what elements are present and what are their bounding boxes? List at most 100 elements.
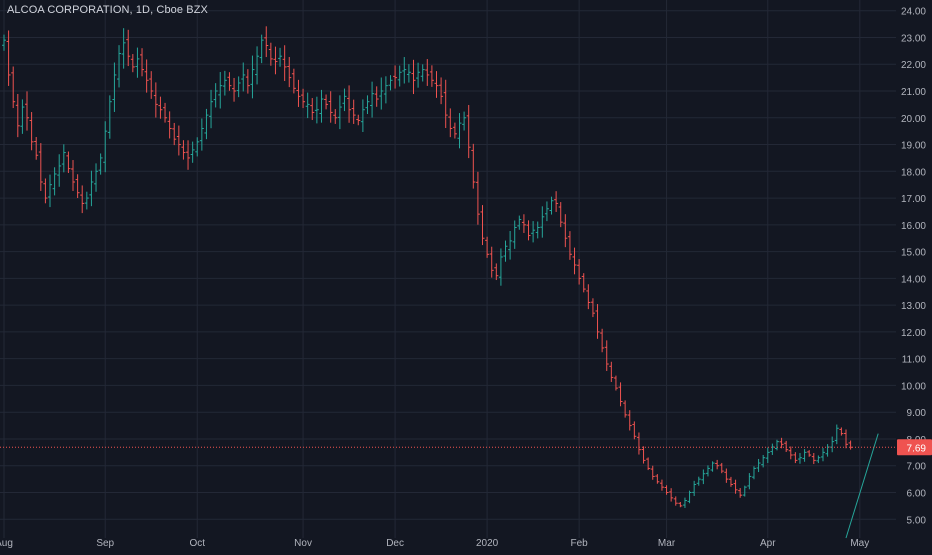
ohlc-bar <box>503 240 508 262</box>
ohlc-bar <box>11 66 16 109</box>
trendline-drawing[interactable] <box>845 433 879 539</box>
ohlc-bar <box>227 72 232 91</box>
y-tick-label: 22.00 <box>901 60 926 71</box>
ohlc-bar <box>669 488 674 502</box>
ohlc-bar <box>485 236 490 258</box>
y-tick-label: 7.00 <box>907 462 927 473</box>
ohlc-bar <box>149 71 154 99</box>
ohlc-bar <box>158 96 163 119</box>
ohlc-bar <box>57 154 62 187</box>
ohlc-bar <box>374 86 379 107</box>
x-tick-label: Sep <box>96 538 114 549</box>
ohlc-bar <box>84 191 89 210</box>
y-tick-label: 20.00 <box>901 114 926 125</box>
ohlc-bar <box>296 79 301 107</box>
ohlc-bar <box>549 196 554 215</box>
ohlc-bar <box>581 273 586 293</box>
ohlc-bar <box>291 68 296 94</box>
ohlc-bar <box>531 221 536 243</box>
ohlc-bar <box>448 108 453 138</box>
ohlc-bar <box>222 70 227 96</box>
ohlc-bar <box>360 99 365 133</box>
ohlc-bar <box>135 47 140 78</box>
ohlc-bar <box>255 46 260 85</box>
y-tick-label: 17.00 <box>901 194 926 205</box>
y-tick-label: 12.00 <box>901 328 926 339</box>
ohlc-bar <box>728 476 733 487</box>
ohlc-bar <box>590 298 595 318</box>
ohlc-bar <box>820 448 825 462</box>
ohlc-bar <box>604 340 609 371</box>
x-tick-label: Oct <box>189 538 205 549</box>
ohlc-bar <box>655 474 660 484</box>
y-tick-label: 9.00 <box>907 408 927 419</box>
ohlc-bar <box>724 468 729 483</box>
ohlc-bar <box>807 450 812 457</box>
ohlc-bar <box>75 174 80 199</box>
ohlc-bar <box>89 170 94 207</box>
ohlc-bar <box>25 91 30 131</box>
ohlc-bar <box>98 153 103 175</box>
ohlc-bar <box>61 144 66 173</box>
ohlc-bar <box>462 111 467 131</box>
ohlc-bar <box>733 479 738 494</box>
ohlc-bar <box>793 452 798 464</box>
ohlc-bar <box>439 77 444 105</box>
ohlc-bar <box>747 473 752 490</box>
ohlc-bar <box>471 143 476 189</box>
ohlc-bar <box>411 59 416 95</box>
ohlc-bar <box>710 461 715 472</box>
ohlc-bar <box>788 446 793 460</box>
ohlc-bar <box>15 93 20 138</box>
ohlc-bar <box>117 45 122 88</box>
ohlc-bar <box>558 202 563 228</box>
ohlc-bar <box>600 328 605 353</box>
ohlc-bar <box>181 140 186 160</box>
ohlc-bar <box>34 137 39 160</box>
ohlc-bar <box>595 304 600 339</box>
ohlc-bar <box>420 64 425 82</box>
ohlc-bar <box>43 178 48 204</box>
ohlc-bar <box>107 95 112 139</box>
ohlc-bar <box>94 163 99 192</box>
ohlc-bar <box>397 65 402 87</box>
ohlc-bar <box>144 59 149 93</box>
ohlc-bar <box>250 55 255 99</box>
ohlc-bar <box>66 151 71 173</box>
ohlc-bar <box>209 89 214 129</box>
trendline[interactable] <box>845 433 879 539</box>
ohlc-bar <box>457 113 462 149</box>
ohlc-bar <box>489 246 494 278</box>
last-price-label: 7.69 <box>907 443 927 454</box>
ohlc-bar <box>512 220 517 249</box>
ohlc-bar <box>443 79 448 129</box>
ohlc-bar <box>20 99 25 134</box>
time-axis[interactable]: Aug Sep Oct Nov Dec 2020 Feb Mar Apr May <box>0 538 869 549</box>
ohlc-bar <box>425 59 430 86</box>
ohlc-bar <box>6 30 11 86</box>
ohlc-bar <box>659 479 664 491</box>
ohlc-bar <box>494 263 499 281</box>
ohlc-bar <box>195 137 200 157</box>
ohlc-bar <box>80 185 85 214</box>
ohlc-bar <box>232 77 237 102</box>
ohlc-bar <box>199 118 204 151</box>
last-price-badge <box>897 439 932 456</box>
price-axis[interactable]: 24.00 23.00 22.00 21.00 20.00 19.00 18.00 17.00… <box>897 7 932 527</box>
ohlc-bar <box>278 47 283 67</box>
ohlc-bar <box>678 501 683 508</box>
y-tick-label: 5.00 <box>907 515 927 526</box>
ohlc-bar <box>682 497 687 508</box>
ohlc-bar <box>738 488 743 498</box>
ohlc-bar <box>540 206 545 238</box>
ohlc-bar <box>218 72 223 109</box>
ohlc-bar <box>765 447 770 463</box>
y-tick-label: 23.00 <box>901 33 926 44</box>
y-tick-label: 21.00 <box>901 87 926 98</box>
ohlc-bar <box>452 122 457 139</box>
ohlc-bar <box>719 462 724 474</box>
ohlc-bar <box>282 45 287 81</box>
x-tick-label: Nov <box>294 538 312 549</box>
